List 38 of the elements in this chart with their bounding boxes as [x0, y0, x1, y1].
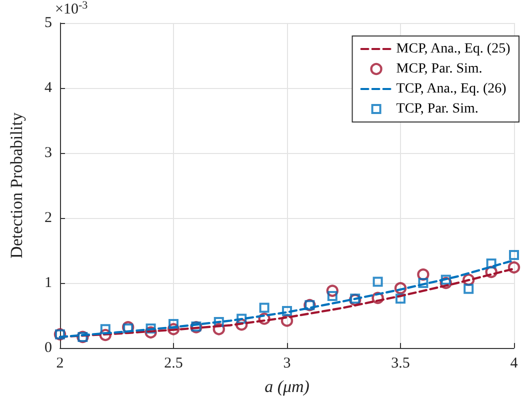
- legend-label: MCP, Par. Sim.: [396, 62, 482, 76]
- point: [372, 292, 384, 304]
- point: [462, 274, 475, 286]
- point: [394, 282, 407, 294]
- point: [259, 302, 270, 313]
- point: [440, 276, 452, 290]
- legend-label: TCP, Ana., Eq. (26): [396, 82, 507, 96]
- legend-label: MCP, Ana., Eq. (25): [396, 42, 511, 56]
- x-axis-title: a (μm): [264, 377, 310, 396]
- point: [212, 323, 225, 336]
- point: [167, 323, 180, 336]
- y-tick-label: 5: [44, 15, 52, 31]
- x-tick-label: 2: [56, 356, 64, 372]
- point: [464, 284, 474, 294]
- point: [280, 314, 294, 327]
- x-tick-label: 3: [283, 356, 291, 372]
- x-tick-label: 2.5: [164, 356, 183, 372]
- y-tick-label: 0: [44, 340, 52, 356]
- point: [327, 291, 338, 301]
- y-axis-title: Detection Probability: [7, 112, 26, 258]
- y-tick-label: 4: [44, 80, 52, 96]
- x-tick-label: 3.5: [391, 356, 410, 372]
- point: [508, 261, 520, 274]
- point: [326, 284, 338, 297]
- point: [372, 276, 383, 287]
- point: [236, 318, 248, 331]
- legend-label: TCP, Par. Sim.: [396, 102, 478, 116]
- y-tick-label: 2: [44, 210, 52, 226]
- y-tick-label: 1: [44, 275, 52, 291]
- point: [144, 326, 157, 338]
- point: [485, 266, 498, 278]
- point: [509, 250, 519, 260]
- point: [99, 328, 112, 342]
- point: [418, 278, 428, 288]
- point: [417, 268, 430, 281]
- point: [258, 312, 270, 325]
- x-tick-label: 4: [510, 356, 518, 372]
- y-tick-label: 3: [44, 145, 52, 161]
